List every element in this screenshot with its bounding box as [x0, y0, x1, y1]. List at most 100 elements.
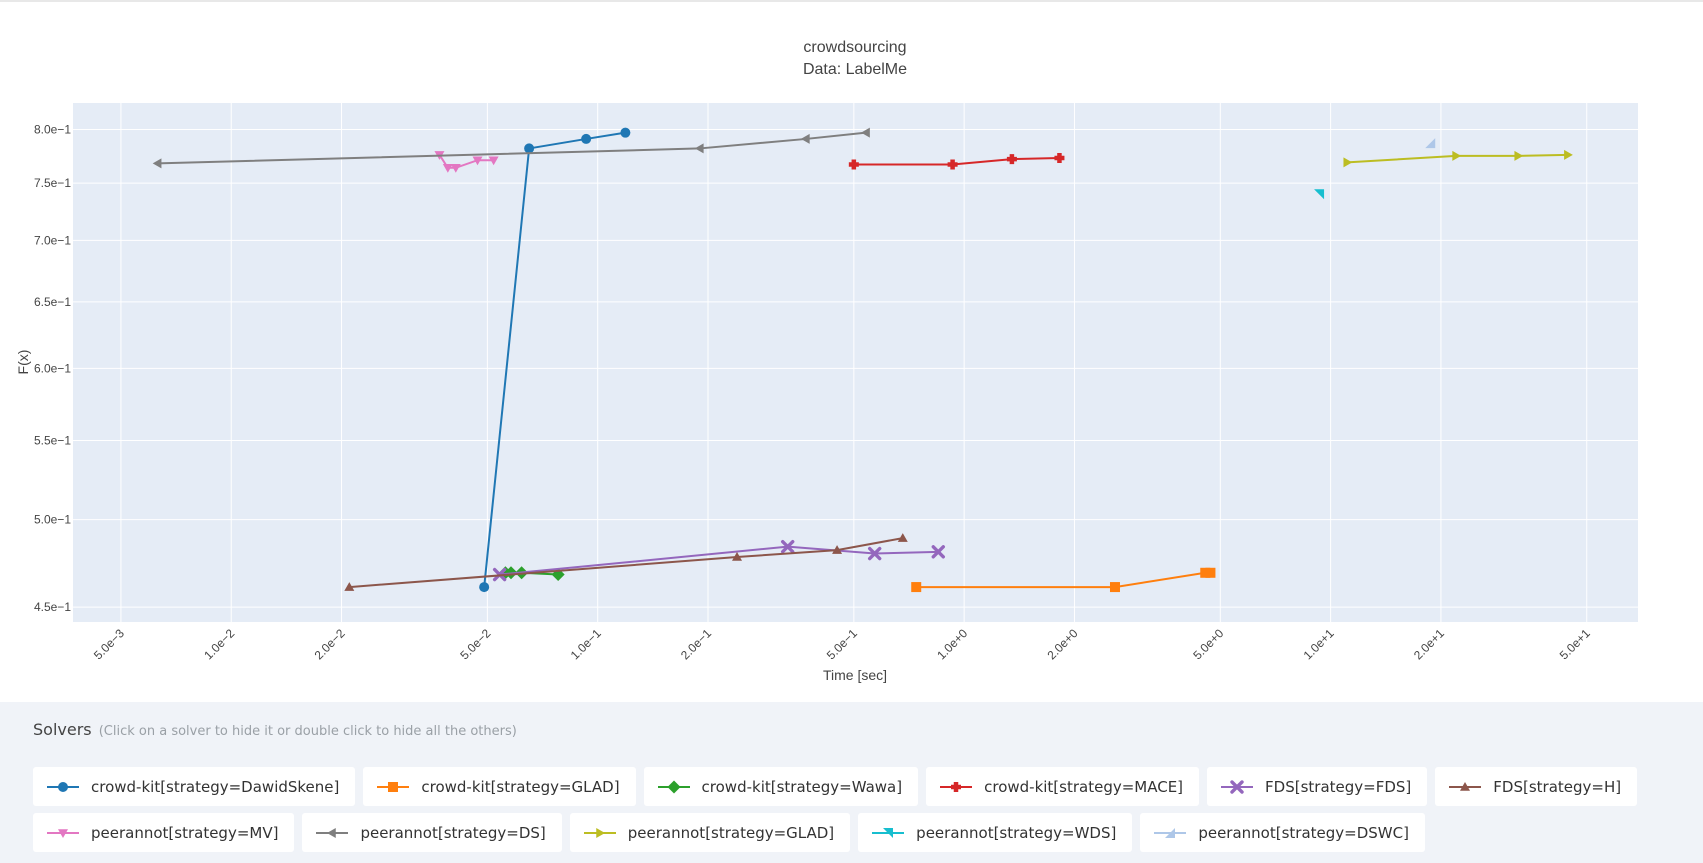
plot-area: [73, 103, 1638, 622]
data-point: [1054, 153, 1065, 164]
x-tick-label: 2.0e+1: [1411, 626, 1447, 662]
series-line: [349, 537, 903, 589]
data-point: [694, 143, 704, 154]
y-tick-label: 4.5e−1: [34, 600, 71, 614]
legend-item-label: peerannot[strategy=DSWC]: [1198, 823, 1409, 842]
legend-panel: Solvers (Click on a solver to hide it or…: [0, 702, 1703, 863]
data-point: [1006, 154, 1017, 165]
data-point: [524, 143, 535, 154]
legend-swatch-icon: [583, 827, 616, 838]
data-point: [472, 156, 483, 166]
data-point: [450, 164, 461, 173]
legend-item[interactable]: peerannot[strategy=DS]: [302, 813, 562, 852]
y-tick-label: 8.0e−1: [34, 123, 71, 137]
legend-swatch-marker: [951, 781, 962, 792]
legend-item-label: crowd-kit[strategy=DawidSkene]: [91, 777, 340, 796]
x-tick-label: 5.0e−3: [91, 626, 127, 662]
series-line: [483, 131, 626, 588]
data-point: [897, 533, 908, 542]
legend-swatch-marker: [58, 781, 68, 792]
legend-swatch-icon: [657, 780, 690, 793]
legend-item-label: peerannot[strategy=GLAD]: [627, 823, 835, 842]
data-point: [1109, 582, 1120, 593]
data-point: [848, 159, 859, 170]
legend-item[interactable]: crowd-kit[strategy=MACE]: [926, 767, 1200, 806]
data-point: [479, 582, 490, 593]
legend-item-label: FDS[strategy=FDS]: [1265, 777, 1412, 796]
series: [1425, 138, 1436, 149]
gridlines: [73, 103, 1638, 622]
x-tick-label: 1.0e−2: [201, 626, 237, 662]
legend-swatch-icon: [47, 781, 79, 792]
legend-item[interactable]: crowd-kit[strategy=GLAD]: [363, 767, 636, 806]
legend-item[interactable]: peerannot[strategy=MV]: [33, 813, 295, 852]
data-point: [861, 127, 870, 138]
data-point: [1205, 567, 1216, 578]
x-tick-label: 5.0e−1: [824, 626, 860, 662]
legend-item[interactable]: crowd-kit[strategy=Wawa]: [643, 767, 919, 806]
legend-title: Solvers: [33, 720, 92, 739]
data-point: [911, 582, 922, 593]
series: [344, 533, 908, 591]
x-axis-label: Time [sec]: [823, 667, 887, 683]
y-tick-label: 7.0e−1: [34, 233, 71, 247]
series: [152, 127, 870, 169]
legend-swatch-marker: [327, 827, 337, 838]
data-point: [581, 133, 592, 144]
data-point: [1514, 150, 1524, 161]
legend-swatch-marker: [667, 780, 681, 793]
legend-swatch-icon: [1221, 779, 1254, 794]
series: [848, 153, 1065, 170]
data-point: [947, 159, 958, 170]
chart-subtitle: Data: LabelMe: [803, 61, 907, 78]
legend-item[interactable]: FDS[strategy=FDS]: [1207, 767, 1428, 806]
series-layer: [152, 127, 1573, 593]
legend-swatch-marker: [1165, 827, 1176, 838]
legend-item-label: peerannot[strategy=DS]: [360, 823, 546, 842]
x-tick-label: 5.0e+0: [1190, 626, 1226, 662]
data-point: [1564, 149, 1573, 160]
y-tick-labels: 4.5e−1 5.0e−1 5.5e−1 6.0e−1 6.5e−1 7.0e−1 7.5e…: [34, 123, 71, 615]
y-tick-label: 5.5e−1: [34, 434, 71, 448]
data-point: [1343, 157, 1353, 168]
y-axis-label: F(x): [15, 350, 31, 375]
legend-item-label: crowd-kit[strategy=GLAD]: [421, 777, 620, 796]
data-point-stroke-b: [781, 539, 795, 554]
legend-item-label: crowd-kit[strategy=Wawa]: [701, 777, 903, 796]
y-tick-label: 7.5e−1: [34, 176, 71, 190]
x-tick-label: 5.0e−2: [457, 626, 493, 662]
series: [434, 151, 499, 173]
legend-swatch-marker: [58, 828, 68, 838]
legend-swatch-marker: [1460, 781, 1471, 791]
legend-item-label: FDS[strategy=H]: [1493, 777, 1622, 796]
x-tick-label: 2.0e+0: [1044, 626, 1080, 662]
data-point: [152, 158, 162, 169]
data-point: [732, 552, 743, 561]
legend-item[interactable]: peerannot[strategy=GLAD]: [569, 813, 851, 852]
chart-title: crowdsourcing: [803, 39, 906, 56]
legend-swatch-icon: [940, 781, 973, 792]
series-line: [1347, 153, 1568, 164]
chart: crowdsourcing Data: LabelMe 4.5e−1 5.0e−1…: [15, 39, 1638, 683]
x-tick-label: 1.0e+1: [1301, 626, 1337, 662]
data-point: [1452, 150, 1462, 161]
legend-swatch-marker: [596, 827, 605, 838]
legend-item-label: peerannot[strategy=MV]: [91, 823, 279, 842]
series: [479, 127, 631, 593]
y-tick-label: 6.5e−1: [34, 295, 71, 309]
legend-item[interactable]: peerannot[strategy=WDS]: [858, 813, 1133, 852]
legend-item[interactable]: crowd-kit[strategy=DawidSkene]: [33, 767, 356, 806]
legend-swatch-marker-stroke-b: [1230, 779, 1244, 794]
legend-swatch-marker: [388, 781, 399, 792]
y-tick-label: 5.0e−1: [34, 513, 71, 527]
legend-item-label: crowd-kit[strategy=MACE]: [984, 777, 1184, 796]
series-line: [157, 131, 867, 165]
legend-swatch-marker: [883, 827, 894, 838]
legend-item[interactable]: FDS[strategy=H]: [1435, 767, 1638, 806]
legend-item-label: peerannot[strategy=WDS]: [916, 823, 1117, 842]
x-tick-label: 2.0e−1: [678, 626, 714, 662]
y-tick-label: 6.0e−1: [34, 361, 71, 375]
legend-swatch-icon: [1154, 827, 1187, 838]
legend-item[interactable]: peerannot[strategy=DSWC]: [1140, 813, 1425, 852]
data-point: [1425, 138, 1436, 149]
